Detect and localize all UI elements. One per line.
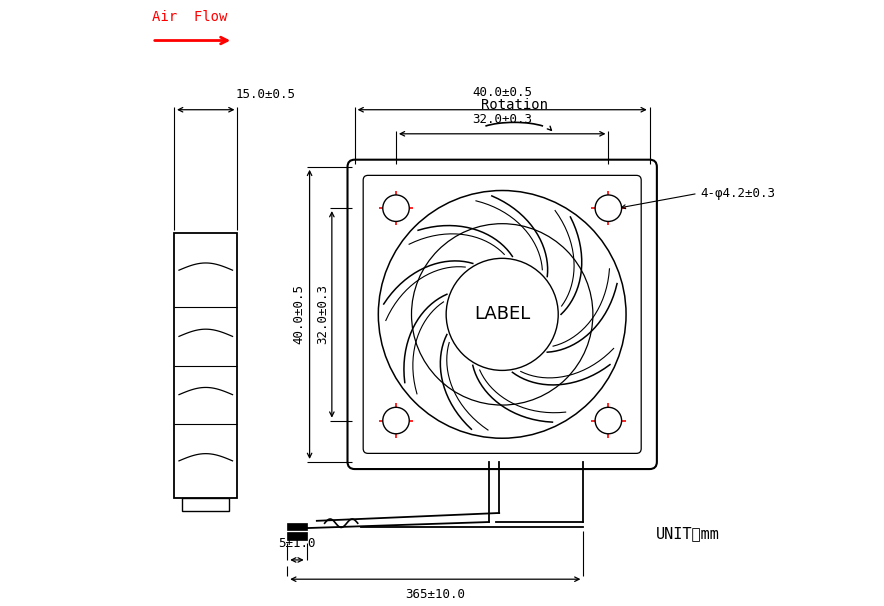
- Text: 4-φ4.2±0.3: 4-φ4.2±0.3: [701, 187, 776, 200]
- Text: UNIT：mm: UNIT：mm: [656, 527, 720, 542]
- Circle shape: [595, 407, 621, 434]
- Text: 365±10.0: 365±10.0: [405, 588, 465, 601]
- Bar: [287, 532, 307, 540]
- Text: 32.0±0.3: 32.0±0.3: [472, 113, 532, 126]
- Circle shape: [383, 195, 409, 221]
- Bar: [182, 498, 230, 511]
- Text: 32.0±0.3: 32.0±0.3: [316, 284, 330, 344]
- Circle shape: [446, 258, 558, 370]
- Circle shape: [383, 407, 409, 434]
- Bar: [174, 233, 238, 498]
- Bar: [287, 522, 307, 530]
- Text: LABEL: LABEL: [474, 305, 530, 324]
- Text: 15.0±0.5: 15.0±0.5: [236, 88, 296, 101]
- Text: Air  Flow: Air Flow: [152, 10, 227, 24]
- Text: Rotation: Rotation: [481, 98, 548, 112]
- Text: 40.0±0.5: 40.0±0.5: [293, 284, 305, 344]
- Text: 40.0±0.5: 40.0±0.5: [472, 86, 532, 99]
- Text: 5±1.0: 5±1.0: [278, 538, 316, 550]
- FancyBboxPatch shape: [347, 160, 657, 469]
- Circle shape: [595, 195, 621, 221]
